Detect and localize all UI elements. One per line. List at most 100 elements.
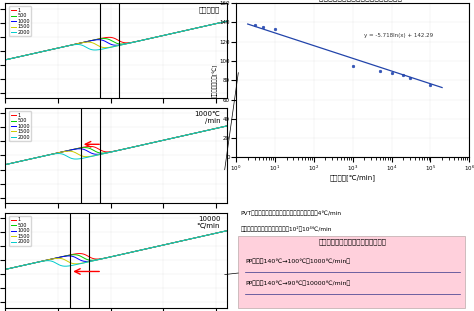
1 (164, 243, 169, 246)
1 (90, 38, 96, 42)
1000 (162, 33, 168, 37)
1500 (224, 124, 230, 128)
2000 (74, 43, 80, 46)
1000 (142, 247, 147, 251)
2000 (2, 163, 8, 167)
2000 (142, 247, 147, 251)
Text: PP樹脂：140℃→100℃（1000℃/min）: PP樹脂：140℃→100℃（1000℃/min） (246, 258, 350, 264)
Legend: 1, 500, 1000, 1500, 2000: 1, 500, 1000, 1500, 2000 (9, 7, 31, 36)
1000 (224, 229, 230, 233)
1 (2, 58, 8, 62)
500 (74, 253, 80, 257)
2000 (164, 33, 169, 37)
1 (90, 145, 96, 148)
500 (162, 243, 168, 247)
1000 (224, 19, 230, 23)
2000 (164, 138, 169, 142)
Line: 1000: 1000 (5, 126, 227, 165)
2000 (224, 124, 230, 128)
1500 (224, 19, 230, 23)
1500 (28, 262, 34, 265)
500 (224, 229, 230, 233)
1500 (74, 262, 80, 266)
1000 (2, 58, 8, 62)
500 (164, 138, 169, 142)
1000 (2, 163, 8, 167)
1500 (162, 33, 168, 37)
1 (164, 138, 169, 142)
500 (162, 33, 168, 37)
1000 (164, 243, 169, 246)
1500 (142, 38, 147, 42)
1500 (28, 157, 34, 160)
500 (28, 157, 34, 160)
Line: 2000: 2000 (5, 126, 227, 165)
Text: PVTデータ測定時（オリジナル）の降温速度：4℃/min: PVTデータ測定時（オリジナル）の降温速度：4℃/min (241, 210, 342, 216)
500 (28, 52, 34, 56)
Line: 1500: 1500 (5, 126, 227, 165)
2000 (142, 143, 147, 146)
1000 (28, 262, 34, 265)
1500 (162, 138, 168, 142)
1500 (2, 58, 8, 62)
1 (2, 268, 8, 272)
1000 (28, 157, 34, 160)
Y-axis label: 結晶化開始温度[℃]: 結晶化開始温度[℃] (212, 64, 218, 97)
1500 (142, 247, 147, 251)
1500 (74, 42, 80, 46)
500 (224, 124, 230, 128)
1 (142, 247, 147, 251)
1000 (28, 52, 34, 56)
1 (162, 33, 168, 37)
2000 (28, 262, 34, 265)
500 (164, 243, 169, 246)
1500 (224, 229, 230, 233)
1000 (162, 138, 168, 142)
2000 (28, 52, 34, 56)
1 (28, 52, 34, 56)
500 (142, 247, 147, 251)
Line: 1: 1 (5, 231, 227, 270)
Line: 500: 500 (5, 21, 227, 60)
500 (224, 19, 230, 23)
1 (2, 163, 8, 167)
2000 (162, 138, 168, 142)
Text: 結晶化開始温度の変化（冷却速度）: 結晶化開始温度の変化（冷却速度） (319, 238, 387, 245)
2000 (2, 58, 8, 62)
1 (224, 19, 230, 23)
1 (90, 257, 96, 260)
500 (28, 262, 34, 265)
500 (74, 147, 80, 151)
1 (224, 124, 230, 128)
500 (2, 268, 8, 272)
2000 (74, 262, 80, 266)
Text: 1000℃
/min: 1000℃ /min (194, 111, 220, 124)
Legend: 1, 500, 1000, 1500, 2000: 1, 500, 1000, 1500, 2000 (9, 216, 31, 246)
2000 (164, 243, 169, 246)
1000 (90, 259, 96, 262)
Line: 1000: 1000 (5, 231, 227, 270)
1000 (224, 124, 230, 128)
1000 (90, 152, 96, 156)
Title: DSCによる結晶化温度の冷却速度依存データ: DSCによる結晶化温度の冷却速度依存データ (303, 0, 402, 1)
1500 (142, 143, 147, 146)
1500 (2, 163, 8, 167)
1500 (74, 152, 80, 156)
Line: 1: 1 (5, 126, 227, 165)
Line: 1500: 1500 (5, 231, 227, 270)
1000 (74, 147, 80, 151)
2000 (90, 154, 96, 158)
2000 (2, 268, 8, 272)
2000 (90, 48, 96, 52)
2000 (142, 38, 147, 42)
500 (162, 138, 168, 142)
1000 (90, 39, 96, 42)
1500 (164, 138, 169, 142)
2000 (224, 229, 230, 233)
Line: 1500: 1500 (5, 21, 227, 60)
1500 (164, 243, 169, 246)
Line: 2000: 2000 (5, 231, 227, 270)
Text: オリジナル: オリジナル (199, 6, 220, 12)
Line: 1: 1 (5, 21, 227, 60)
1 (142, 143, 147, 146)
